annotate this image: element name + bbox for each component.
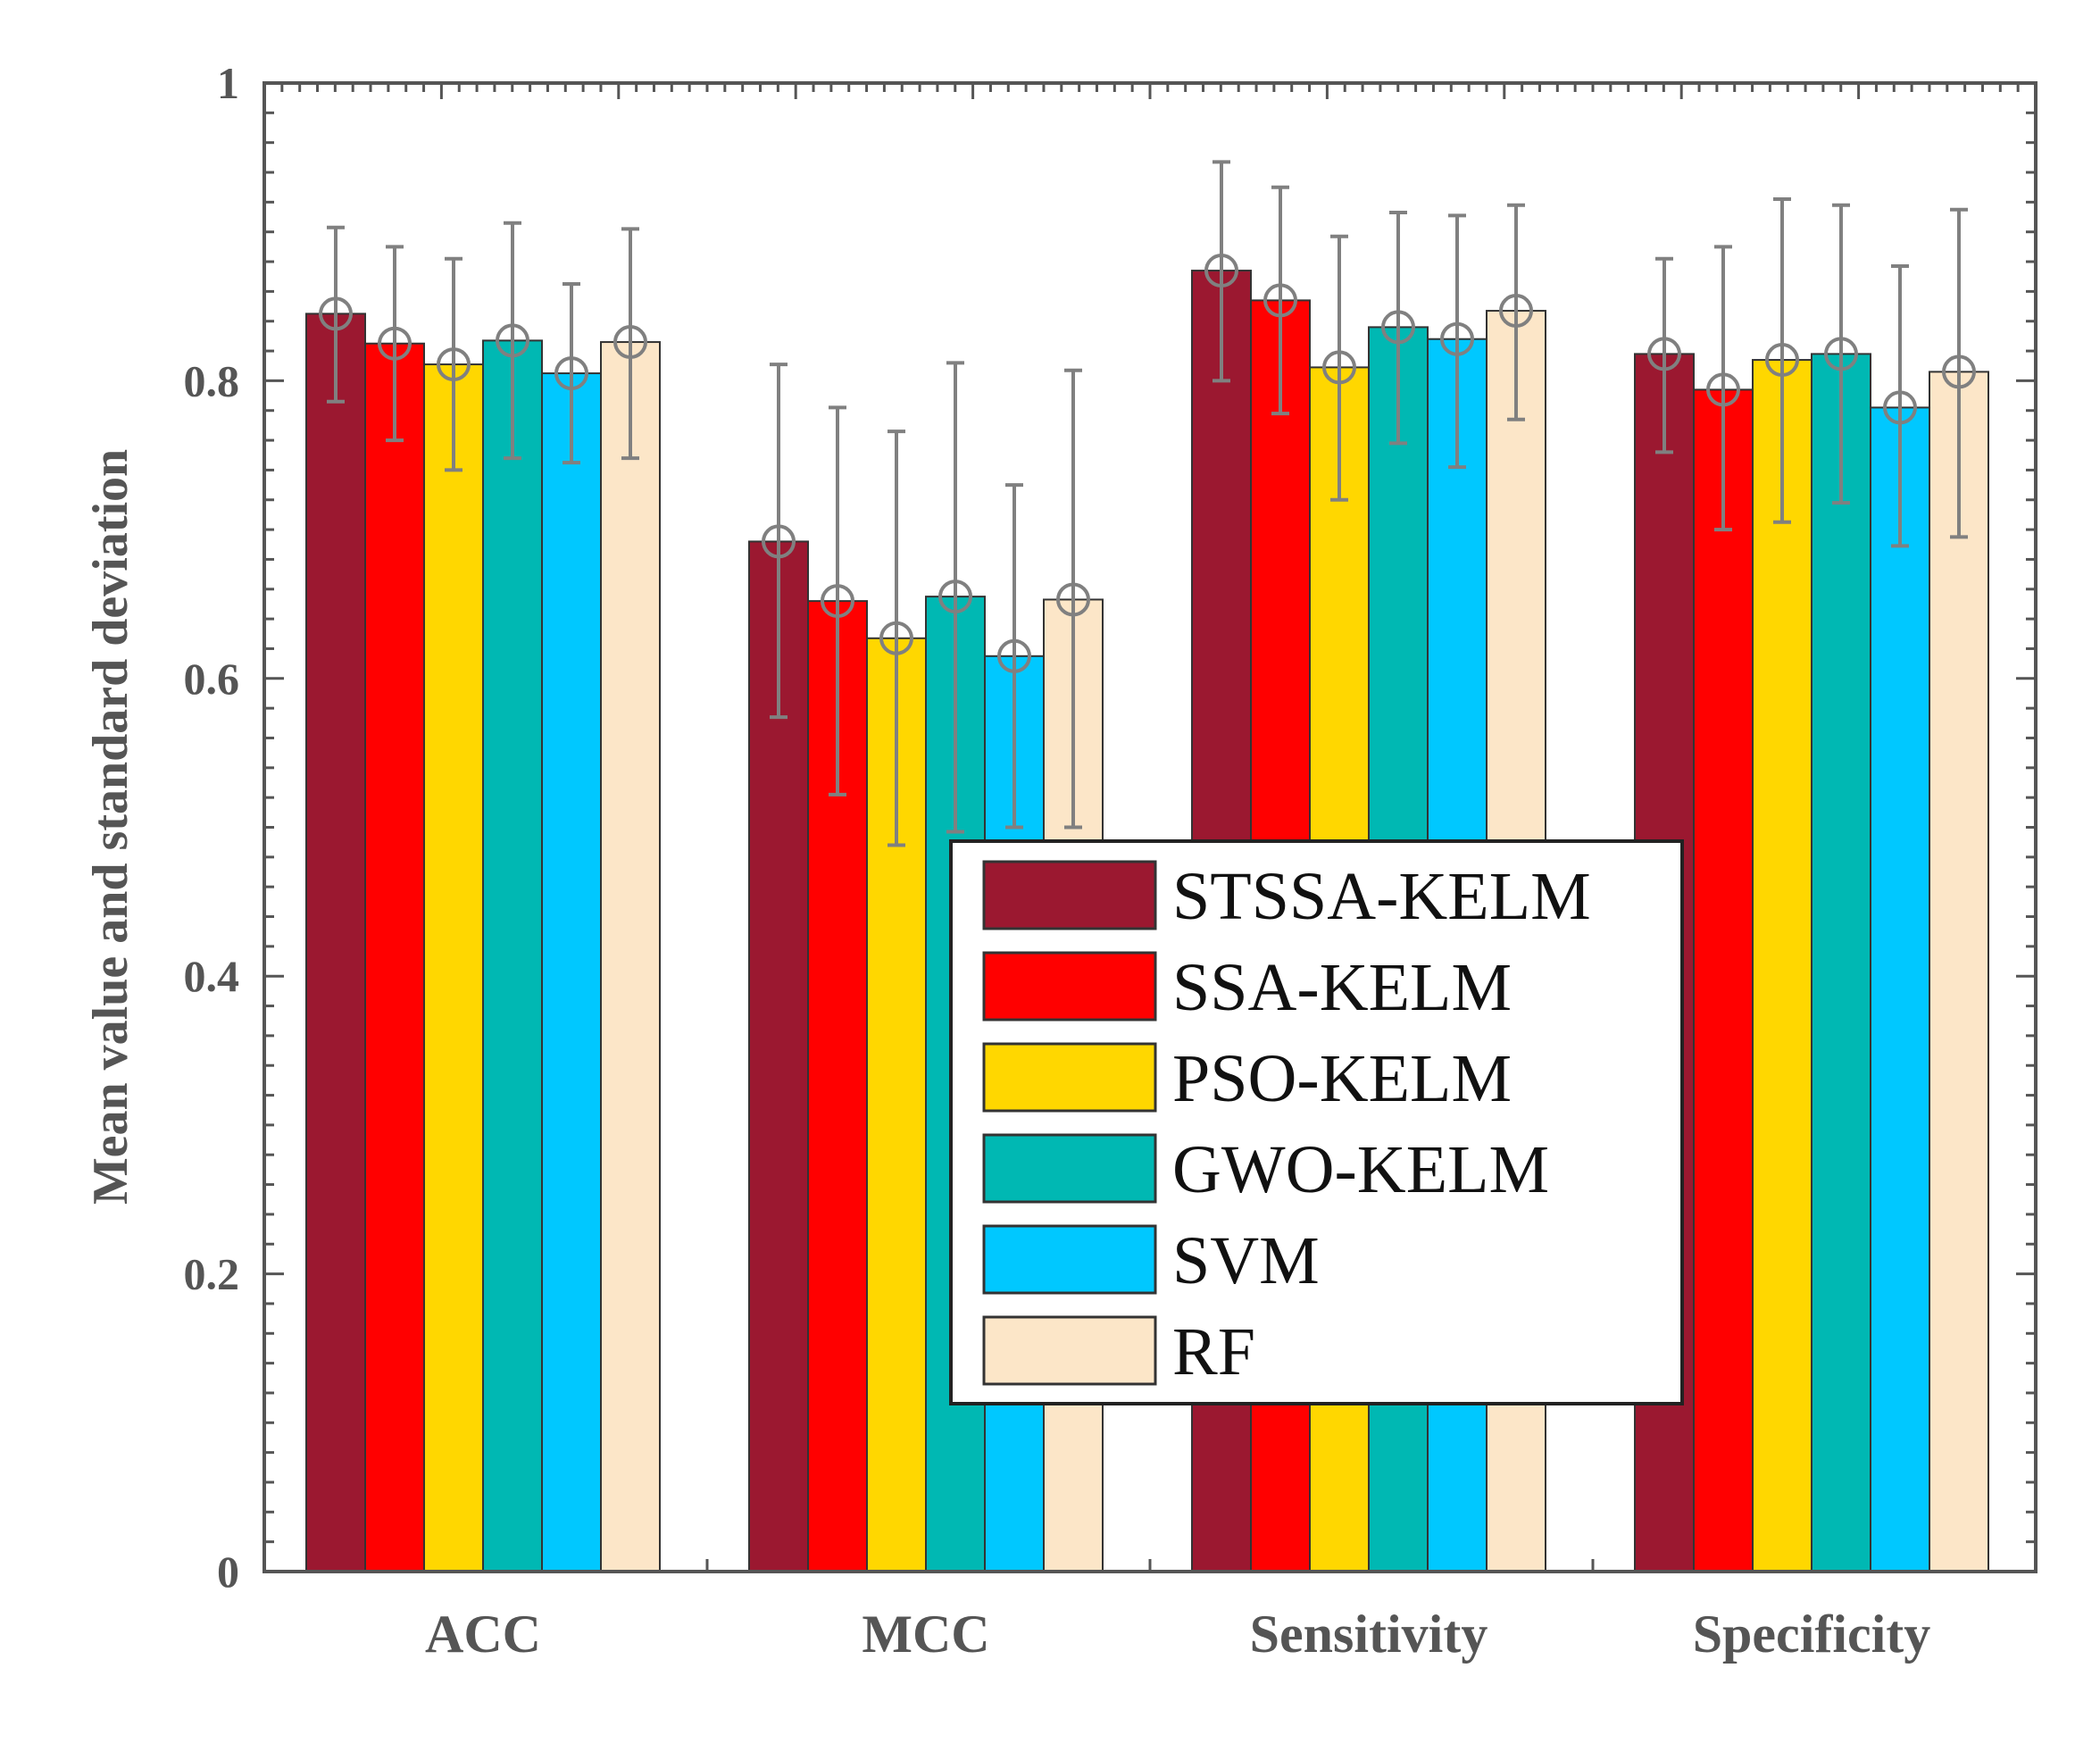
- x-tick-label: Specificity: [1693, 1605, 1931, 1664]
- bar-rf: [1929, 371, 1989, 1573]
- mean-marker: [1381, 310, 1415, 345]
- y-tick-label: 0.4: [184, 951, 240, 1001]
- bar-pso-kelm: [1752, 359, 1812, 1572]
- mean-marker: [1263, 283, 1297, 318]
- legend-swatch: [982, 1315, 1157, 1386]
- y-tick-label: 0.8: [184, 355, 240, 405]
- legend-swatch: [982, 1224, 1157, 1295]
- mean-marker: [821, 584, 854, 619]
- legend-label: SSA-KELM: [1172, 950, 1512, 1025]
- y-axis-label: Mean value and standard deviation: [83, 449, 138, 1205]
- mean-marker: [319, 296, 353, 331]
- mean-marker: [1647, 337, 1681, 371]
- legend-label: STSSA-KELM: [1172, 859, 1591, 934]
- mean-marker: [554, 356, 588, 391]
- mean-marker: [437, 347, 471, 382]
- mean-marker: [1204, 254, 1238, 288]
- bar-svm: [541, 372, 602, 1573]
- error-bars-layer: [319, 160, 1976, 847]
- y-tick-label: 0.6: [184, 654, 240, 704]
- mean-marker: [938, 580, 972, 614]
- y-tick-label: 1: [217, 58, 239, 108]
- legend-label: GWO-KELM: [1172, 1132, 1549, 1207]
- mean-marker: [1942, 354, 1976, 389]
- bar-ssa-kelm: [364, 342, 425, 1573]
- legend-box: [949, 839, 1684, 1405]
- mean-marker: [1056, 582, 1090, 617]
- mean-marker: [1499, 294, 1533, 329]
- bar-rf: [600, 341, 661, 1573]
- x-tick-label: MCC: [862, 1605, 989, 1664]
- mean-marker: [1824, 337, 1858, 371]
- bar-svm: [1870, 406, 1930, 1572]
- x-tick-label: Sensitivity: [1250, 1605, 1488, 1664]
- legend-swatch: [982, 860, 1157, 930]
- legend-swatch: [982, 951, 1157, 1022]
- y-tick-label: 0: [217, 1547, 239, 1597]
- legend-label: RF: [1172, 1314, 1255, 1389]
- y-tick-label: 0.2: [184, 1249, 240, 1299]
- bar-stssa-kelm: [305, 313, 366, 1572]
- legend-swatch: [982, 1042, 1157, 1113]
- mean-marker: [378, 326, 412, 361]
- bar-ssa-kelm: [1693, 388, 1754, 1573]
- mean-marker: [1706, 372, 1740, 407]
- mean-marker: [1883, 390, 1917, 425]
- mean-marker: [762, 524, 796, 559]
- mean-marker: [1440, 321, 1474, 356]
- legend-label: PSO-KELM: [1172, 1041, 1512, 1116]
- mean-marker: [1765, 343, 1799, 378]
- mean-marker: [879, 621, 913, 655]
- bar-gwo-kelm: [1811, 353, 1871, 1572]
- mean-marker: [496, 323, 529, 358]
- legend-label: SVM: [1172, 1223, 1320, 1298]
- ticks-layer: ACC MCC Sensitivity Specificity 0 0.2 0.4 0.6 0.…: [184, 58, 2038, 1664]
- bar-pso-kelm: [423, 363, 484, 1572]
- x-tick-label: ACC: [425, 1605, 541, 1664]
- legend: STSSA-KELM SSA-KELM PSO-KELM GWO-KELM SVM RF: [949, 839, 1684, 1405]
- mean-marker: [613, 325, 647, 360]
- bar-gwo-kelm: [482, 339, 543, 1572]
- mean-marker: [997, 638, 1031, 673]
- mean-marker: [1322, 350, 1356, 385]
- legend-swatch: [982, 1133, 1157, 1204]
